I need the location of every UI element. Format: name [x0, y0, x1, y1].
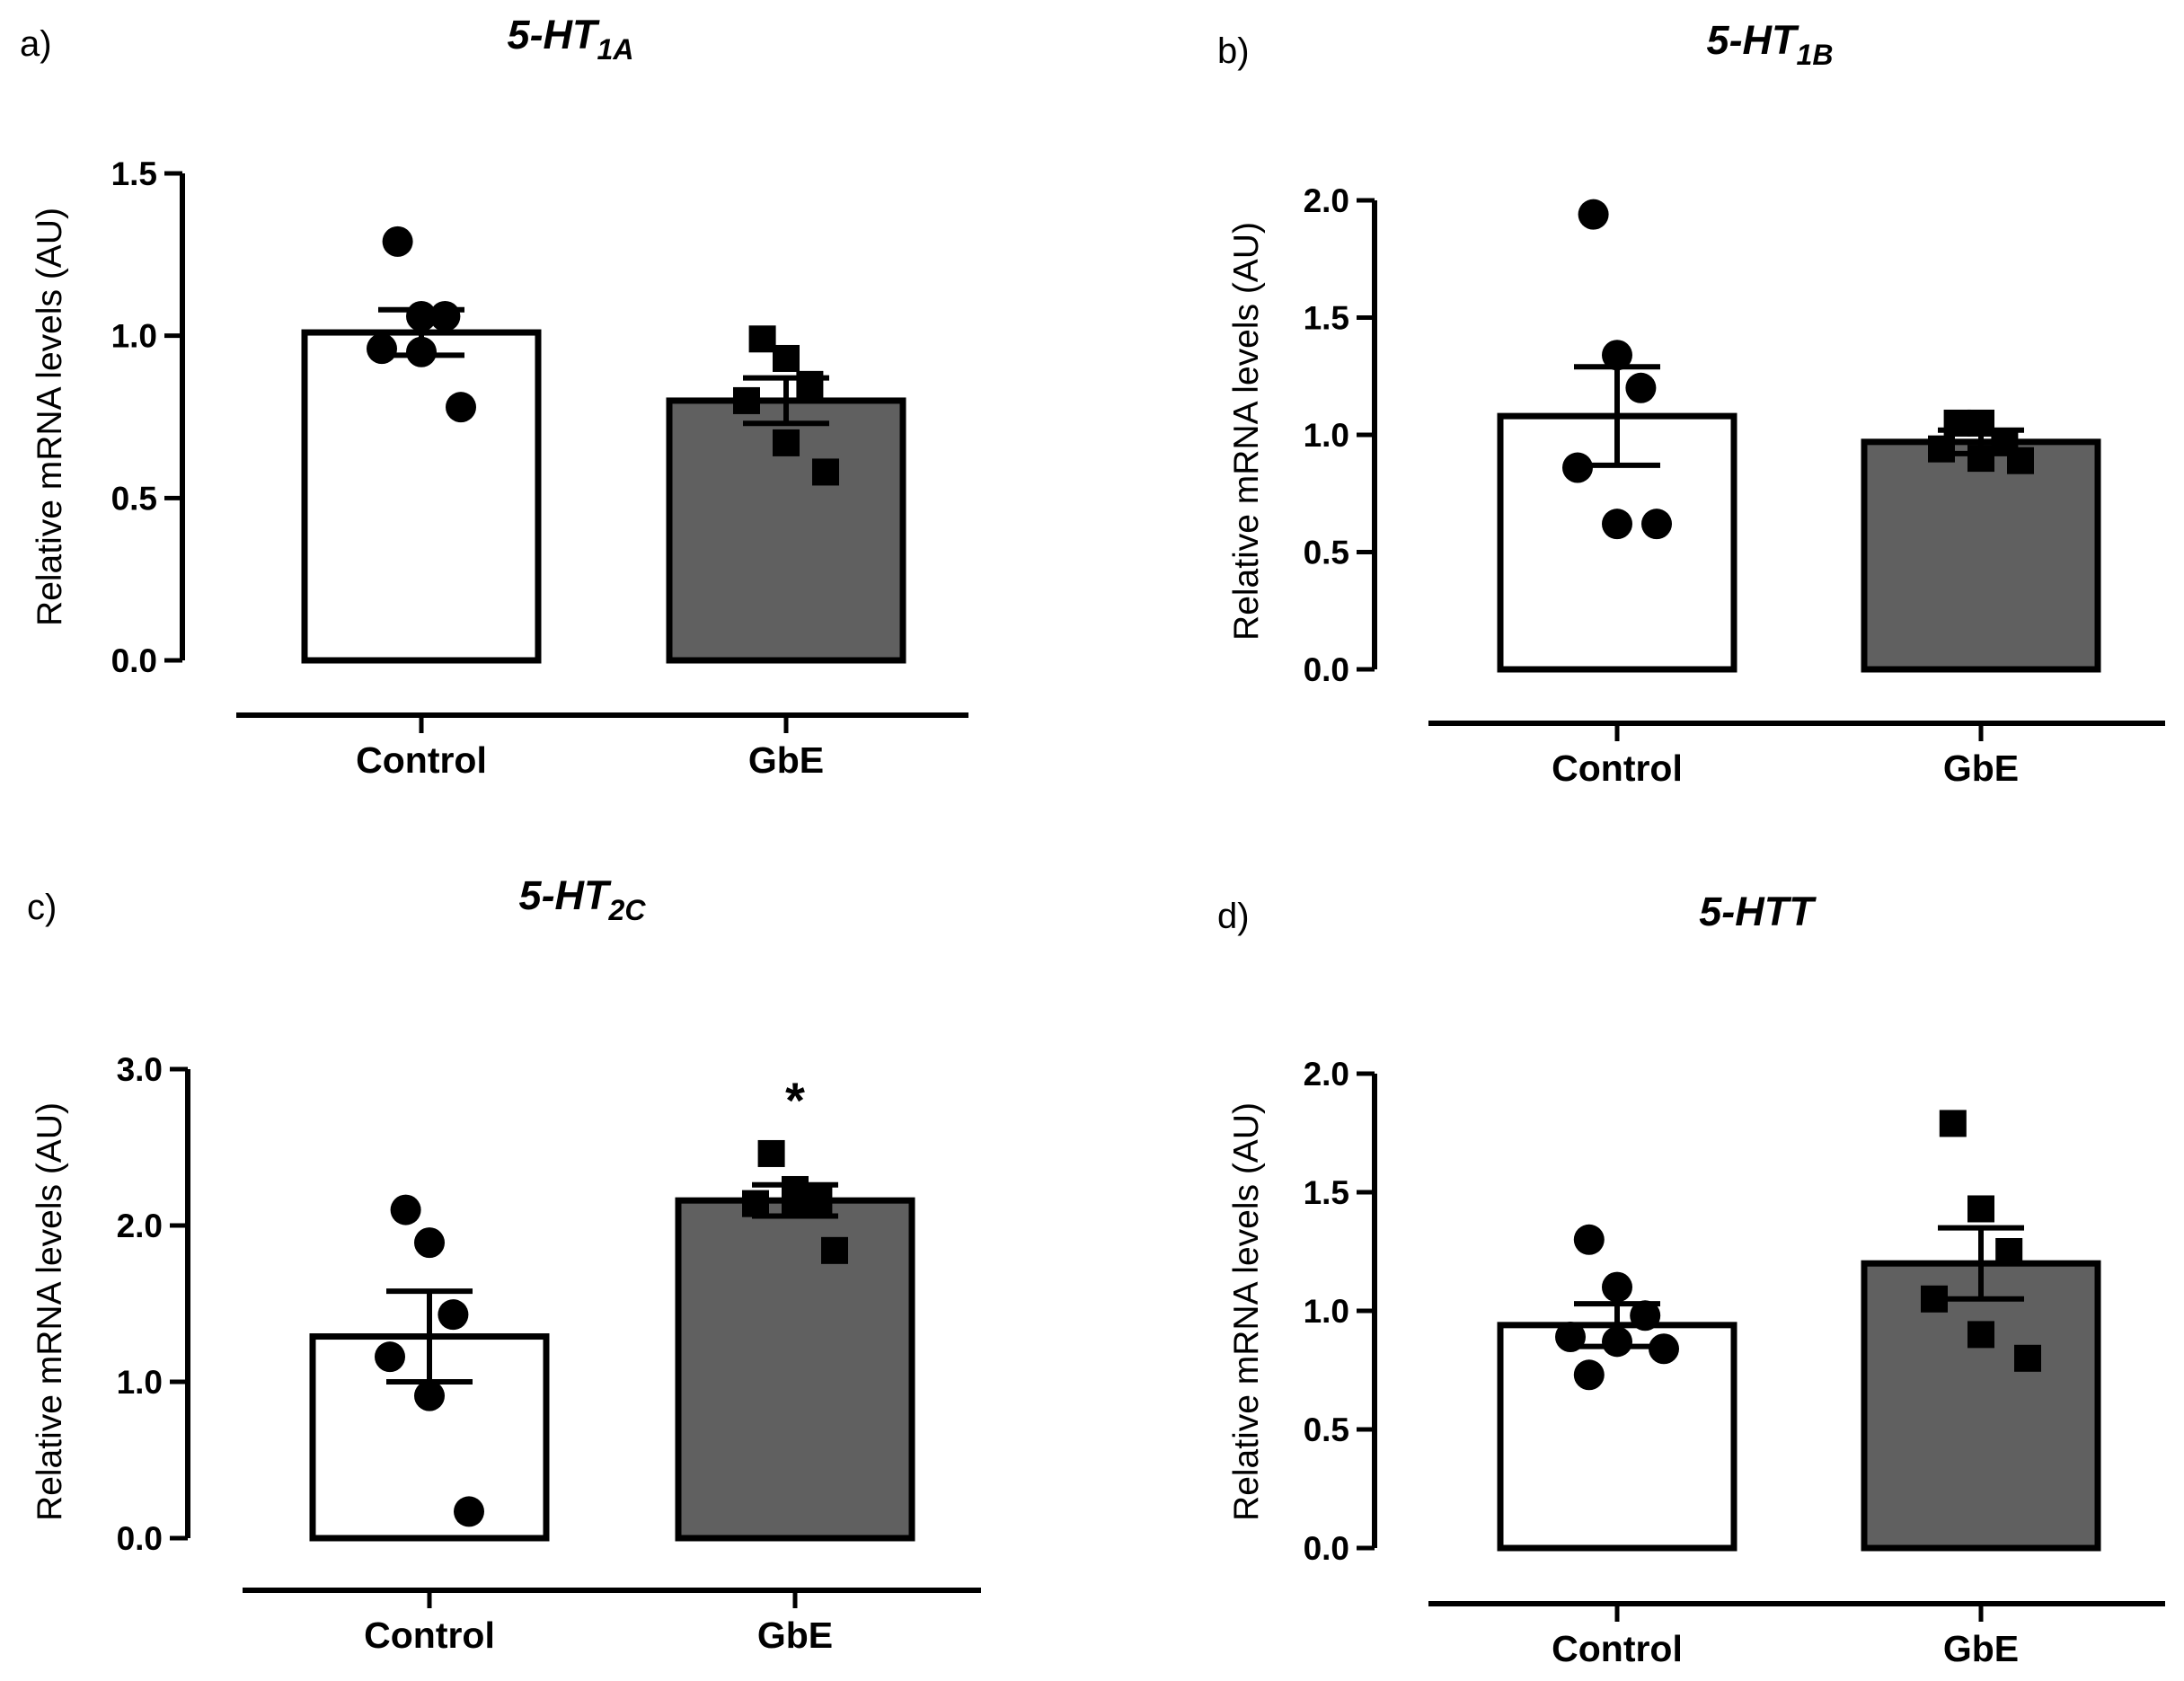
bar-control: [301, 329, 542, 664]
data-point-gbe: [773, 344, 800, 372]
chart-title-subscript: 1B: [1797, 39, 1834, 71]
chart-title: 5-HT1B: [1707, 17, 1834, 71]
data-point-control: [1641, 509, 1672, 540]
y-tick-label: 1.0: [1304, 1293, 1349, 1330]
y-tick-label: 0.0: [111, 642, 157, 679]
x-tick-label: Control: [1552, 748, 1683, 789]
data-point-gbe: [757, 1139, 785, 1167]
data-point-gbe: [1939, 1110, 1967, 1137]
data-point-gbe: [733, 386, 760, 414]
panel-b: b) 5-HT1B Relative mRNA levels (AU) 0.0 0.5 1…: [1217, 17, 2165, 789]
data-point-control: [1602, 509, 1632, 540]
data-point-gbe: [821, 1236, 848, 1264]
data-point-control: [1573, 1224, 1605, 1255]
chart-title-main: 5-HT: [519, 872, 613, 918]
y-tick-label: 1.5: [1304, 1174, 1349, 1211]
data-point-gbe: [2014, 1344, 2041, 1372]
y-tick-label: 2.0: [1304, 1056, 1349, 1093]
y-tick-label: 2.0: [1304, 182, 1349, 219]
data-point-control: [1602, 340, 1632, 371]
chart-title: 5-HT1A: [508, 12, 634, 66]
bar-gbe: [1861, 438, 2101, 673]
data-point-control: [429, 300, 461, 332]
panel-label: d): [1217, 897, 1250, 936]
data-point-control: [446, 392, 476, 423]
x-tick-label: GbE: [1943, 748, 2019, 789]
data-point-control: [1625, 372, 1657, 403]
data-point-control: [375, 1341, 405, 1373]
data-point-control: [1630, 1300, 1661, 1332]
data-point-gbe: [773, 429, 800, 456]
data-point-control: [454, 1496, 484, 1527]
data-point-control: [390, 1194, 421, 1225]
x-tick-label: GbE: [1943, 1628, 2019, 1669]
data-point-gbe: [1995, 1238, 2023, 1265]
panel-a: a) 5-HT1A Relative mRNA levels (AU) 0.0 0.5 1…: [20, 12, 968, 781]
data-point-gbe: [742, 1190, 769, 1217]
panel-c: c) 5-HT2C Relative mRNA levels (AU) 0.0 1.0 2…: [27, 872, 981, 1656]
y-tick-label: 0.5: [1304, 1411, 1349, 1448]
x-tick-label: Control: [356, 739, 487, 781]
data-point-control: [1578, 199, 1609, 230]
chart-title-subscript: 2C: [608, 894, 647, 926]
data-point-gbe: [805, 1187, 833, 1215]
y-tick-label: 1.5: [1304, 300, 1349, 337]
y-tick-label: 0.0: [1304, 1530, 1349, 1567]
y-axis-label: Relative mRNA levels (AU): [1227, 222, 1266, 641]
bar-control: [1497, 1322, 1737, 1552]
y-axis-label: Relative mRNA levels (AU): [1227, 1102, 1266, 1521]
data-point-control: [414, 1227, 445, 1259]
data-point-gbe: [796, 370, 824, 398]
x-tick-label: GbE: [757, 1615, 833, 1656]
y-tick-label: 0.0: [117, 1520, 163, 1557]
y-tick-label: 1.0: [111, 318, 157, 355]
panel-label: c): [27, 888, 57, 927]
data-point-control: [1602, 1271, 1632, 1303]
significance-marker: *: [785, 1072, 805, 1128]
y-tick-label: 1.0: [1304, 417, 1349, 454]
y-axis-label: Relative mRNA levels (AU): [31, 1102, 69, 1521]
bar-gbe: [1861, 1260, 2101, 1552]
bar-gbe: [675, 1197, 915, 1542]
y-tick-label: 0.0: [1304, 651, 1349, 688]
y-tick-label: 3.0: [117, 1051, 163, 1088]
data-point-gbe: [1928, 435, 1955, 463]
chart-title-main: 5-HT: [508, 12, 601, 58]
x-tick-label: Control: [364, 1615, 495, 1656]
y-tick-label: 0.5: [1304, 535, 1349, 571]
y-axis-label: Relative mRNA levels (AU): [31, 208, 69, 626]
panel-label: b): [1217, 31, 1250, 71]
data-point-gbe: [812, 458, 839, 486]
chart-title: 5-HTT: [1699, 889, 1817, 934]
chart-title-main: 5-HT: [1707, 17, 1800, 63]
data-point-control: [382, 226, 413, 257]
y-tick-label: 2.0: [117, 1208, 163, 1244]
y-tick-label: 0.5: [111, 480, 157, 517]
data-point-control: [438, 1299, 469, 1331]
panel-label: a): [20, 24, 52, 64]
data-point-control: [1649, 1333, 1679, 1365]
y-tick-label: 1.0: [117, 1364, 163, 1401]
data-point-control: [1573, 1359, 1605, 1391]
data-point-gbe: [1967, 1321, 1994, 1349]
chart-title: 5-HT2C: [519, 872, 647, 926]
data-point-gbe: [1967, 1195, 1994, 1223]
y-tick-label: 1.5: [111, 155, 157, 192]
x-tick-label: GbE: [748, 739, 824, 781]
x-tick-label: Control: [1552, 1628, 1683, 1669]
chart-title-subscript: 1A: [597, 33, 634, 66]
data-point-control: [414, 1380, 445, 1411]
panel-d: d) 5-HTT Relative mRNA levels (AU) 0.0 0.5 1.…: [1217, 889, 2165, 1669]
chart-title-main: 5-HTT: [1699, 889, 1817, 934]
data-point-control: [367, 333, 397, 365]
data-point-gbe: [748, 325, 776, 353]
